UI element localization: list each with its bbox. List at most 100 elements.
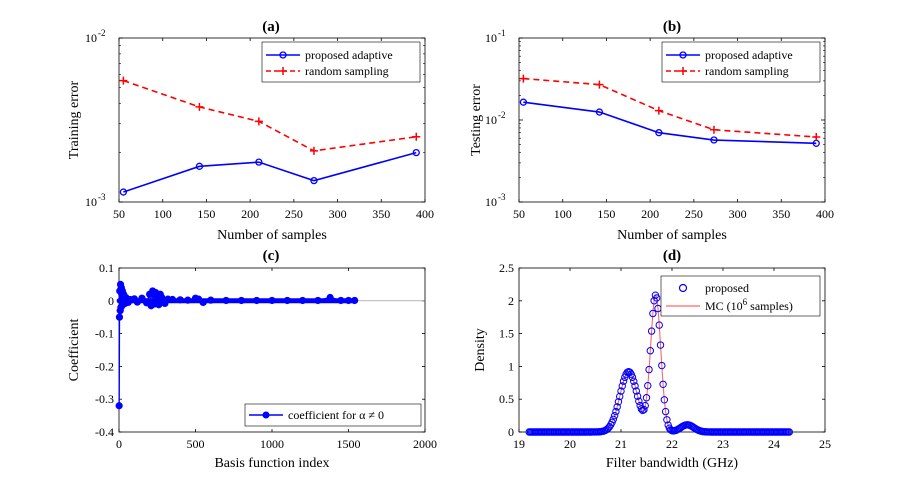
proposed-density-point bbox=[613, 403, 621, 411]
panel-a-legend: proposed adaptive random sampling bbox=[261, 41, 421, 83]
x-tick-label: 24 bbox=[768, 437, 780, 451]
coefficient-point bbox=[158, 293, 166, 302]
x-tick-label: 19 bbox=[513, 437, 525, 451]
coefficient-point bbox=[344, 296, 353, 305]
random-sampling-point bbox=[412, 132, 421, 141]
random-sampling-point bbox=[309, 146, 318, 155]
y-tick-label: 10 bbox=[485, 31, 497, 45]
x-tick-label: 1000 bbox=[260, 437, 284, 451]
x-tick-label: 250 bbox=[285, 207, 303, 221]
panel-d-x-label: Filter bandwidth (GHz) bbox=[606, 456, 739, 471]
proposed-density-point bbox=[632, 387, 640, 395]
y-tick-label: 0 bbox=[108, 294, 114, 308]
proposed-density-point bbox=[645, 365, 653, 374]
panel-c-plot bbox=[115, 280, 425, 410]
panel-a-legend-box bbox=[261, 41, 421, 83]
x-tick-label: 25 bbox=[819, 437, 831, 451]
panel-b: (b) 50 100 150 200 250 300 350 400 10-110-210-3… bbox=[469, 19, 834, 243]
proposed-adaptive-point bbox=[710, 136, 718, 144]
panel-a-plot bbox=[119, 76, 421, 196]
panel-a: (a) 50 100 150 200 250 300 350 400 10-210-3 Num… bbox=[67, 19, 434, 243]
legend-random-marker bbox=[279, 67, 287, 75]
proposed-density-point bbox=[661, 407, 670, 416]
x-tick-label: 2000 bbox=[413, 437, 437, 451]
proposed-adaptive-series-line bbox=[523, 101, 817, 145]
coefficient-point bbox=[299, 296, 307, 305]
random-sampling-point bbox=[595, 80, 604, 89]
proposed-density-point bbox=[610, 411, 619, 420]
x-tick-label: 22 bbox=[666, 437, 678, 451]
proposed-density-point bbox=[630, 377, 638, 385]
proposed-density-point bbox=[628, 373, 637, 381]
y-tick-label: 10 bbox=[485, 113, 497, 127]
coefficient-point bbox=[268, 296, 276, 305]
x-tick-label: 50 bbox=[113, 207, 125, 221]
coefficient-point bbox=[184, 296, 192, 304]
panel-d: (d) 19 20 21 22 23 24 25 2.5 2 1.5 1 0.5 0 Filter b… bbox=[473, 248, 831, 471]
panel-b-title: (b) bbox=[663, 19, 681, 35]
random-sampling-point bbox=[519, 74, 528, 83]
proposed-density-point bbox=[609, 415, 618, 423]
x-tick-label: 0 bbox=[116, 437, 122, 451]
coefficient-point bbox=[115, 402, 123, 410]
coefficient-point bbox=[351, 296, 359, 305]
x-tick-label: 250 bbox=[685, 207, 703, 221]
y-tick-label: 0.5 bbox=[499, 392, 514, 406]
legend-proposed-marker bbox=[279, 51, 287, 59]
x-tick-label: 350 bbox=[372, 207, 390, 221]
x-tick-label: 200 bbox=[241, 207, 259, 221]
panel-a-axes-box bbox=[118, 37, 426, 203]
proposed-density-point bbox=[616, 392, 624, 401]
panel-b-plot bbox=[519, 74, 821, 147]
panel-b-legend-box bbox=[661, 41, 821, 83]
coefficient-point bbox=[199, 298, 207, 307]
proposed-density-point bbox=[642, 394, 651, 402]
mc-density-curve bbox=[529, 294, 790, 433]
x-tick-label: 100 bbox=[554, 207, 572, 221]
x-tick-label: 20 bbox=[564, 437, 576, 451]
legend-coefficient-marker bbox=[262, 411, 270, 419]
random-sampling-point bbox=[254, 117, 263, 126]
coefficient-point bbox=[326, 293, 334, 302]
x-tick-label: 400 bbox=[816, 207, 834, 221]
panel-c: (c) 0 500 1000 1500 2000 0.1 0 -0.1 -0.2 -0.3 -0.… bbox=[67, 248, 437, 471]
y-tick-label: 1.5 bbox=[499, 327, 514, 341]
y-tick-label-exponent: -2 bbox=[498, 110, 506, 120]
panel-b-y-ticks: 10-110-210-3 bbox=[485, 28, 825, 209]
proposed-density-point bbox=[612, 407, 620, 416]
x-tick-label: 500 bbox=[187, 437, 205, 451]
legend-mc-label-suffix: samples) bbox=[747, 299, 793, 313]
y-tick-label: 1 bbox=[508, 359, 514, 373]
proposed-density-point bbox=[635, 397, 643, 405]
legend-random-label: random sampling bbox=[305, 64, 389, 78]
panel-b-x-label: Number of samples bbox=[617, 228, 727, 243]
x-tick-label: 400 bbox=[416, 207, 434, 221]
panel-c-x-label: Basis function index bbox=[214, 456, 329, 471]
coefficient-point bbox=[314, 296, 322, 305]
random-sampling-point bbox=[654, 106, 663, 115]
proposed-density-point bbox=[663, 416, 671, 424]
random-sampling-point bbox=[195, 102, 204, 111]
y-tick-label: 10 bbox=[485, 195, 497, 209]
coefficient-point bbox=[168, 295, 177, 304]
proposed-adaptive-point bbox=[595, 108, 604, 116]
coefficient-point bbox=[337, 296, 345, 305]
proposed-density-point bbox=[649, 309, 657, 318]
panel-d-legend-box bbox=[660, 275, 821, 317]
panel-d-plot bbox=[525, 291, 793, 436]
proposed-density-point bbox=[656, 341, 665, 349]
proposed-adaptive-point bbox=[195, 162, 204, 170]
panel-c-legend-box bbox=[244, 403, 422, 427]
proposed-density-point bbox=[646, 347, 655, 355]
proposed-density-point bbox=[631, 382, 639, 390]
random-sampling-point bbox=[709, 125, 718, 134]
proposed-density-point bbox=[614, 398, 623, 406]
y-tick-label: -0.2 bbox=[95, 359, 114, 373]
panel-d-y-label: Density bbox=[473, 328, 488, 372]
proposed-density-point bbox=[618, 382, 626, 390]
legend-mc-label: MC (106 samples) bbox=[705, 297, 793, 313]
coefficient-point bbox=[176, 296, 184, 304]
legend-random-label: random sampling bbox=[705, 64, 789, 78]
x-tick-label: 300 bbox=[729, 207, 747, 221]
